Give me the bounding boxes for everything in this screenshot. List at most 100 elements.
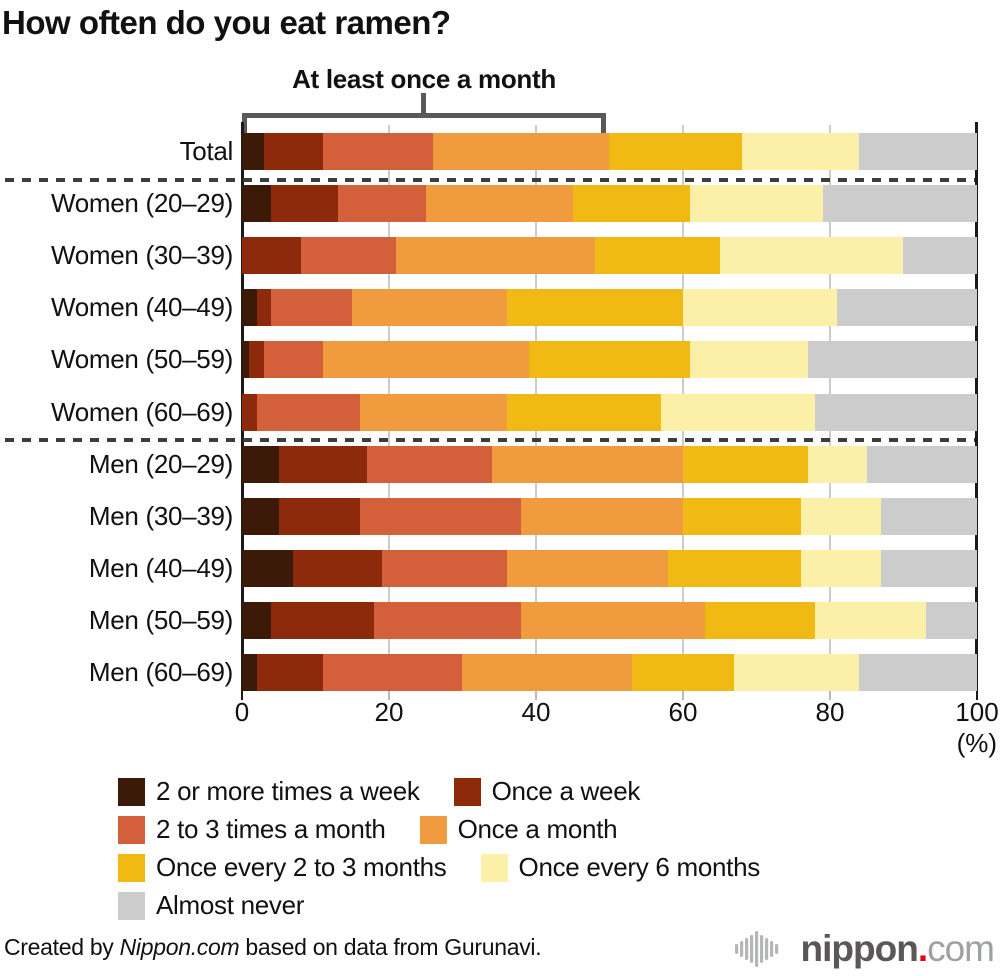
bar-segment bbox=[660, 393, 816, 431]
row-label: Women (30–39) bbox=[50, 240, 233, 271]
bar-segment bbox=[300, 237, 397, 275]
logo-text: nippon. com bbox=[800, 928, 995, 970]
bar-segment bbox=[690, 185, 823, 223]
legend-row: Almost never bbox=[118, 890, 760, 921]
bar-segment bbox=[705, 601, 816, 639]
bar-segment bbox=[837, 289, 977, 327]
row-label: Women (40–49) bbox=[50, 292, 233, 323]
row-label: Total bbox=[179, 136, 234, 166]
bar-row bbox=[242, 185, 977, 223]
row-label: Women (20–29) bbox=[50, 188, 233, 219]
legend-label: 2 or more times a week bbox=[156, 776, 420, 806]
row-label: Men (20–29) bbox=[88, 448, 233, 479]
credit-prefix: Created by bbox=[4, 934, 120, 960]
legend-row: Once every 2 to 3 months Once every 6 mon… bbox=[118, 852, 760, 883]
bar-segment bbox=[815, 393, 977, 431]
legend-swatch bbox=[419, 815, 447, 844]
bar-segment bbox=[322, 654, 463, 691]
bar-segment bbox=[374, 601, 522, 639]
bar-segment bbox=[859, 654, 977, 691]
axis-tick-label: 80 bbox=[815, 697, 845, 727]
legend-label: Once every 6 months bbox=[518, 852, 761, 882]
bar-segment bbox=[242, 237, 301, 275]
bar-segment bbox=[352, 289, 507, 327]
separator-dashed bbox=[5, 438, 975, 443]
axis-tick-label: 100 bbox=[955, 697, 999, 727]
bar-segment bbox=[521, 601, 706, 639]
bar-segment bbox=[668, 549, 801, 587]
bar-segment bbox=[256, 654, 323, 691]
soundwave-icon bbox=[734, 931, 778, 967]
separator-dashed bbox=[5, 177, 975, 182]
bar-segment bbox=[359, 393, 507, 431]
bar-row bbox=[242, 341, 977, 379]
legend-swatch bbox=[118, 853, 145, 882]
credit-source: Nippon.com bbox=[119, 934, 240, 960]
row-label: Men (50–59) bbox=[88, 604, 233, 635]
bar-segment bbox=[242, 341, 250, 379]
legend-row: 2 or more times a week Once a week bbox=[118, 776, 760, 807]
legend-item: Almost never bbox=[118, 890, 304, 921]
legend-label: Almost never bbox=[156, 890, 305, 920]
bar-segment bbox=[242, 289, 257, 327]
annotation-label: At least once a month bbox=[292, 64, 556, 94]
bar-segment bbox=[242, 654, 257, 691]
row-label: Men (40–49) bbox=[88, 552, 233, 583]
bar-segment bbox=[271, 185, 338, 223]
legend-label: Once a month bbox=[457, 814, 618, 844]
axis-tick-label: 0 bbox=[234, 697, 250, 727]
axis-tick-label: 40 bbox=[521, 697, 551, 727]
footer: Created by Nippon.com based on data from… bbox=[0, 920, 1000, 976]
bar-segment bbox=[903, 237, 977, 275]
bar-segment bbox=[506, 289, 683, 327]
bar-row bbox=[242, 445, 977, 483]
logo-name: nippon bbox=[800, 928, 919, 969]
bar-segment bbox=[528, 341, 691, 379]
bracket-leg-left bbox=[242, 113, 247, 133]
bar-segment bbox=[278, 497, 360, 535]
bar-segment bbox=[462, 654, 632, 691]
bar-segment bbox=[807, 341, 977, 379]
credit-suffix: based on data from Gurunavi. bbox=[239, 934, 542, 960]
bar-segment bbox=[366, 445, 492, 483]
bar-segment bbox=[264, 341, 323, 379]
legend-swatch bbox=[480, 853, 508, 882]
bar-segment bbox=[242, 497, 279, 535]
bar-row bbox=[242, 497, 977, 535]
bar-row bbox=[242, 549, 977, 587]
bracket-leg-right bbox=[601, 113, 606, 133]
bar-segment bbox=[242, 549, 294, 587]
bar-segment bbox=[359, 497, 522, 535]
legend-swatch bbox=[453, 777, 481, 806]
bar-segment bbox=[800, 497, 882, 535]
bar-segment bbox=[249, 341, 265, 379]
legend-row: 2 to 3 times a month Once a month bbox=[118, 814, 760, 845]
chart-title: How often do you eat ramen? bbox=[2, 4, 451, 41]
bar-segment bbox=[521, 497, 683, 535]
bar-segment bbox=[264, 133, 323, 170]
legend-label: 2 to 3 times a month bbox=[156, 814, 386, 844]
bar-segment bbox=[242, 393, 257, 431]
legend-item: Once every 6 months bbox=[480, 852, 761, 883]
legend-swatch bbox=[118, 891, 145, 920]
bar-segment bbox=[609, 133, 742, 170]
bar-segment bbox=[322, 133, 434, 170]
bar-segment bbox=[396, 237, 595, 275]
bracket-line bbox=[242, 113, 606, 118]
axis-tick bbox=[976, 691, 978, 700]
bar-segment bbox=[242, 445, 279, 483]
bar-segment bbox=[506, 393, 661, 431]
logo-tld: com bbox=[927, 928, 995, 969]
bar-segment bbox=[682, 289, 838, 327]
bar-segment bbox=[631, 654, 735, 691]
axis-tick bbox=[682, 691, 684, 700]
bar-segment bbox=[337, 185, 426, 223]
legend-label: Once every 2 to 3 months bbox=[156, 852, 447, 882]
bar-segment bbox=[741, 133, 860, 170]
bar-segment bbox=[506, 549, 669, 587]
axis-tick-label: 60 bbox=[668, 697, 698, 727]
bar-segment bbox=[271, 601, 375, 639]
bar-segment bbox=[256, 393, 360, 431]
logo-dot: . bbox=[917, 928, 928, 969]
